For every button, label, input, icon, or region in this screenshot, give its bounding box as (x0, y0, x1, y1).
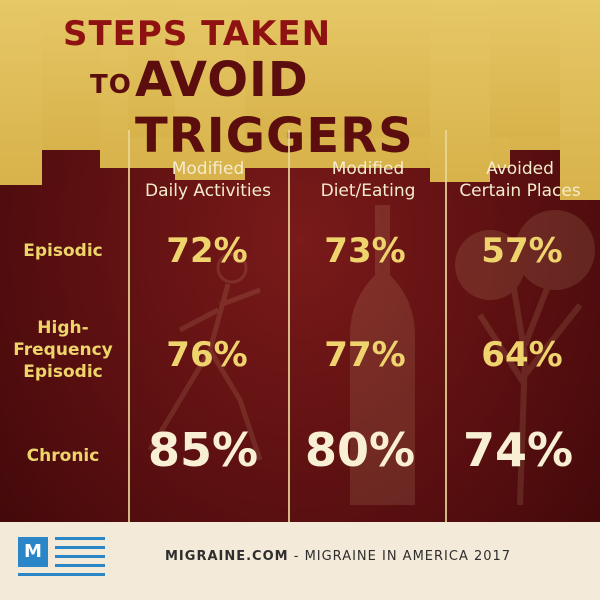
row-label-line: Episodic (23, 362, 103, 382)
row-label-high-frequency-episodic: High- Frequency Episodic (8, 317, 118, 383)
logo-letter: M (24, 541, 42, 562)
row-label-chronic: Chronic (8, 445, 118, 467)
column-header-line: Daily Activities (145, 181, 271, 201)
tree-illustration-icon (455, 210, 595, 505)
bottle-illustration-icon (350, 205, 415, 505)
column-divider (445, 130, 447, 522)
column-header-line: Certain Places (459, 181, 581, 201)
migraine-logo-icon: M (18, 537, 48, 567)
column-divider (128, 130, 130, 522)
table-cell-value: 64% (481, 335, 563, 375)
column-header-line: Modified (171, 159, 245, 179)
title-line-1: Steps Taken (63, 14, 332, 54)
table-cell-value: 72% (166, 231, 248, 271)
table-cell-value: 73% (324, 231, 406, 271)
logo-line (55, 555, 105, 558)
header-step (560, 0, 600, 200)
table-cell-value: 76% (166, 335, 248, 375)
footer-brand: MIGRAINE.COM (165, 549, 289, 564)
table-cell-value: 80% (304, 423, 416, 477)
footer (0, 522, 600, 600)
row-label-line: Chronic (26, 446, 100, 466)
column-header-line: Modified (331, 159, 405, 179)
row-label-line: High- (37, 318, 89, 338)
table-cell-value: 77% (324, 335, 406, 375)
footer-credit: MIGRAINE.COM - MIGRAINE IN AMERICA 2017 (165, 549, 511, 564)
footer-tagline: MIGRAINE IN AMERICA 2017 (304, 549, 512, 564)
runner-illustration-icon (147, 252, 263, 461)
column-header-daily-activities: Modified Daily Activities (128, 158, 288, 202)
column-header-certain-places: Avoided Certain Places (440, 158, 600, 202)
title-line-2: Avoid Triggers (135, 52, 414, 164)
table-cell-value: 74% (462, 423, 574, 477)
logo-line (55, 546, 105, 549)
logo-line (55, 564, 105, 567)
column-header-line: Diet/Eating (320, 181, 416, 201)
row-label-line: Frequency (13, 340, 113, 360)
table-cell-value: 57% (481, 231, 563, 271)
column-header-diet-eating: Modified Diet/Eating (288, 158, 448, 202)
column-header-line: Avoided (486, 159, 554, 179)
row-label-line: Episodic (23, 241, 103, 261)
logo-line (18, 573, 105, 576)
logo-line (55, 537, 105, 540)
header-step (430, 0, 490, 182)
title-to: to (90, 70, 132, 100)
column-divider (288, 130, 290, 522)
header-step (0, 0, 42, 185)
row-label-episodic: Episodic (8, 240, 118, 262)
table-cell-value: 85% (147, 423, 259, 477)
header-step (175, 0, 245, 180)
footer-separator: - (288, 549, 305, 564)
